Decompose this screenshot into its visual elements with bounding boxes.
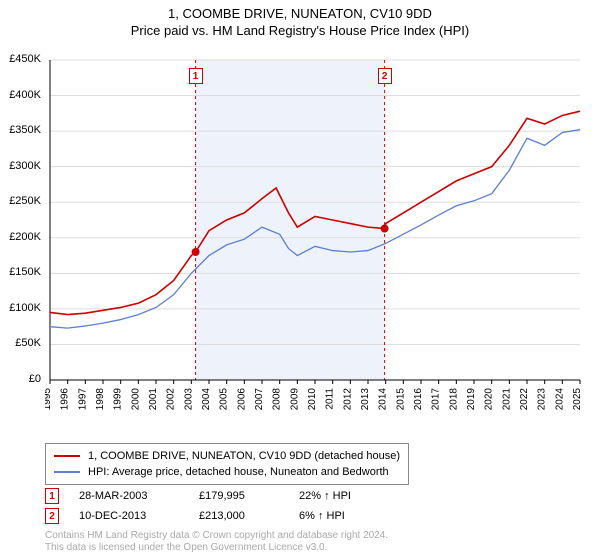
svg-text:2011: 2011 <box>325 388 336 410</box>
sale-date: 10-DEC-2013 <box>79 510 179 522</box>
y-tick-label: £50K <box>15 337 41 349</box>
svg-text:1999: 1999 <box>113 388 124 411</box>
svg-text:2016: 2016 <box>413 388 424 411</box>
legend-swatch-hpi <box>54 471 80 473</box>
sales-table: 1 28-MAR-2003 £179,995 22% ↑ HPI 2 10-DE… <box>45 486 379 526</box>
svg-text:2020: 2020 <box>484 388 495 411</box>
y-tick-label: £300K <box>9 160 41 172</box>
y-tick-label: £200K <box>9 231 41 243</box>
svg-text:2014: 2014 <box>378 388 389 411</box>
sale-price: £213,000 <box>199 510 279 522</box>
y-tick-label: £0 <box>29 373 41 385</box>
svg-text:1998: 1998 <box>95 388 106 411</box>
svg-text:2019: 2019 <box>466 388 477 411</box>
svg-text:2024: 2024 <box>554 388 565 411</box>
svg-text:2023: 2023 <box>537 388 548 411</box>
svg-text:2004: 2004 <box>201 388 212 411</box>
svg-text:2000: 2000 <box>130 388 141 411</box>
legend: 1, COOMBE DRIVE, NUNEATON, CV10 9DD (det… <box>45 443 409 485</box>
band-marker-1: 1 <box>189 68 203 84</box>
svg-text:2001: 2001 <box>148 388 159 411</box>
band-marker-2: 2 <box>378 68 392 84</box>
svg-text:2012: 2012 <box>342 388 353 411</box>
legend-label-hpi: HPI: Average price, detached house, Nune… <box>88 464 389 480</box>
svg-text:2017: 2017 <box>431 388 442 411</box>
svg-text:2007: 2007 <box>254 388 265 411</box>
svg-text:2025: 2025 <box>572 388 583 411</box>
y-tick-label: £350K <box>9 124 41 136</box>
svg-text:2018: 2018 <box>448 388 459 411</box>
sale-marker-1: 1 <box>45 488 59 504</box>
svg-text:2008: 2008 <box>272 388 283 411</box>
y-tick-label: £450K <box>9 53 41 65</box>
legend-label-property: 1, COOMBE DRIVE, NUNEATON, CV10 9DD (det… <box>88 448 400 464</box>
sale-row: 2 10-DEC-2013 £213,000 6% ↑ HPI <box>45 506 379 526</box>
chart-subtitle: Price paid vs. HM Land Registry's House … <box>0 23 600 38</box>
svg-text:2022: 2022 <box>519 388 530 411</box>
price-chart: 1995 1996 1997 1998 1999 2000 2001 2002 2003 2004… <box>45 50 585 430</box>
sale-marker-2: 2 <box>45 508 59 524</box>
svg-text:2010: 2010 <box>307 388 318 411</box>
svg-text:1997: 1997 <box>77 388 88 411</box>
svg-text:2003: 2003 <box>183 388 194 411</box>
sale-pct: 22% ↑ HPI <box>299 490 379 502</box>
svg-text:2013: 2013 <box>360 388 371 411</box>
license-line-1: Contains HM Land Registry data © Crown c… <box>45 530 388 542</box>
license-footer: Contains HM Land Registry data © Crown c… <box>45 530 388 554</box>
svg-text:1996: 1996 <box>60 388 71 411</box>
y-tick-label: £150K <box>9 266 41 278</box>
sale-date: 28-MAR-2003 <box>79 490 179 502</box>
y-tick-label: £250K <box>9 195 41 207</box>
svg-text:2021: 2021 <box>501 388 512 411</box>
sale-pct: 6% ↑ HPI <box>299 510 379 522</box>
y-tick-label: £100K <box>9 302 41 314</box>
license-line-2: This data is licensed under the Open Gov… <box>45 542 388 554</box>
svg-text:2005: 2005 <box>219 388 230 411</box>
chart-title: 1, COOMBE DRIVE, NUNEATON, CV10 9DD <box>0 6 600 21</box>
legend-swatch-property <box>54 455 80 457</box>
svg-text:2002: 2002 <box>166 388 177 411</box>
svg-text:2015: 2015 <box>395 388 406 411</box>
y-tick-label: £400K <box>9 89 41 101</box>
svg-text:2009: 2009 <box>289 388 300 411</box>
svg-text:1995: 1995 <box>45 388 53 411</box>
sale-price: £179,995 <box>199 490 279 502</box>
svg-text:2006: 2006 <box>236 388 247 411</box>
sale-row: 1 28-MAR-2003 £179,995 22% ↑ HPI <box>45 486 379 506</box>
